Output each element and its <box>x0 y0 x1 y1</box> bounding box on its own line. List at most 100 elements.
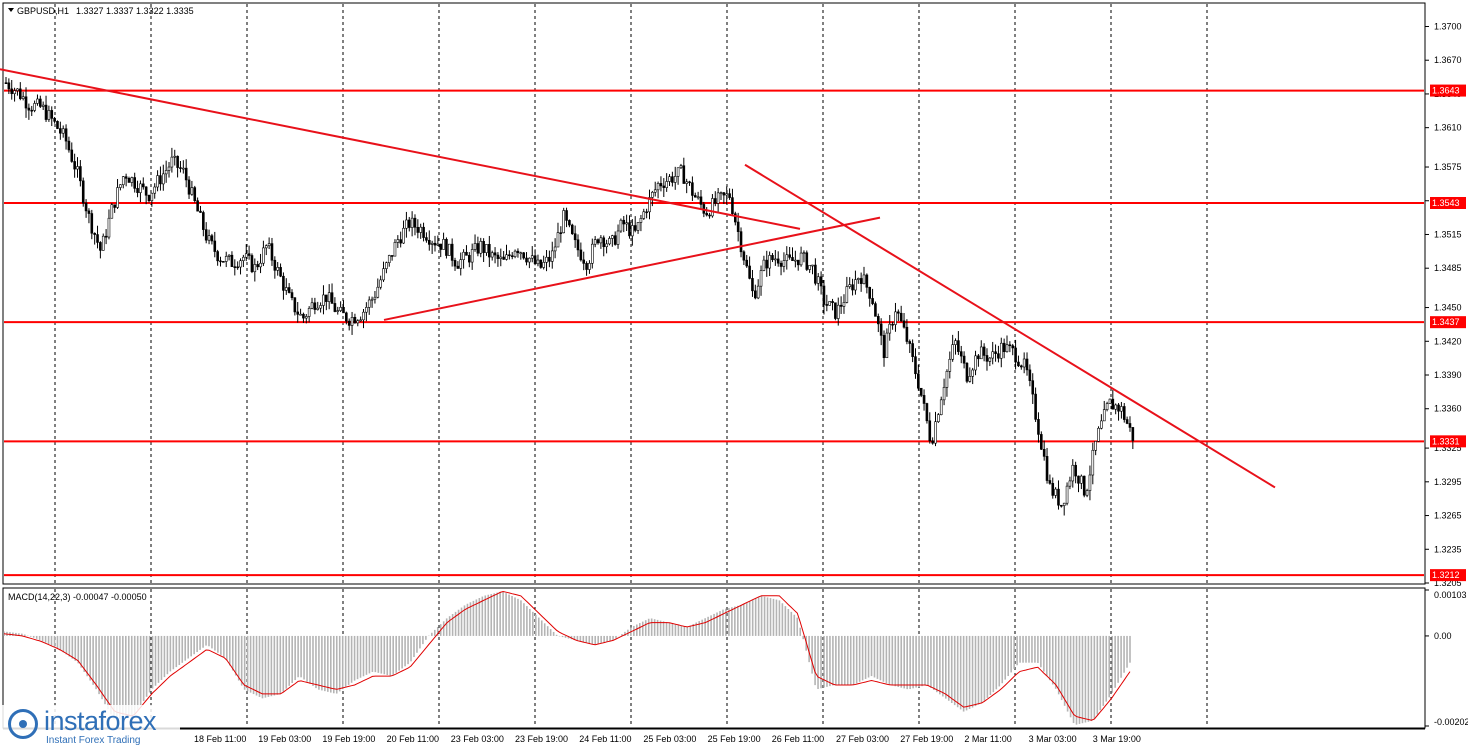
candle-body <box>399 239 402 244</box>
candle-body <box>771 255 774 261</box>
level-badge-label: 1.3543 <box>1432 198 1460 208</box>
price-axis[interactable]: 1.37001.36701.36401.36101.35751.35451.35… <box>1425 21 1466 588</box>
candle-body <box>528 257 531 263</box>
candle-body <box>1097 427 1100 442</box>
candle-body <box>831 301 834 304</box>
candle-body <box>396 239 400 243</box>
trend-line-1[interactable] <box>0 68 801 230</box>
candle-body <box>1091 449 1095 476</box>
candle-body <box>393 242 397 257</box>
candle-body <box>776 258 780 264</box>
candle-body <box>468 255 471 263</box>
candle-body <box>422 226 425 238</box>
candle-body <box>233 266 237 268</box>
candle-body <box>1094 441 1097 451</box>
main-price-panel[interactable]: GBPUSD,H1 1.3327 1.3337 1.3322 1.3335 <box>0 2 1426 585</box>
candle-body <box>407 219 411 228</box>
level-badge-1.3437 <box>1430 316 1466 329</box>
candle-body <box>556 232 560 248</box>
candle-body <box>1057 488 1060 506</box>
candle-body <box>93 232 96 235</box>
candle-body <box>110 204 114 219</box>
time-axis[interactable]: 18 Feb 11:00 19 Feb 03:00 19 Feb 19:00 20 F… <box>3 728 1425 744</box>
candle-body <box>811 264 814 267</box>
candle-body <box>705 213 709 216</box>
candle-body <box>745 259 749 267</box>
candle-body <box>27 107 31 111</box>
time-tick-label: 23 Feb 03:00 <box>451 734 504 744</box>
candle-body <box>182 167 185 170</box>
candle-body <box>322 294 325 306</box>
candle-body <box>119 184 122 188</box>
level-badge-1.3543 <box>1430 196 1466 209</box>
candle-body <box>121 176 125 186</box>
candle-body <box>104 235 108 238</box>
candle-body <box>70 149 74 162</box>
candle-body <box>356 320 360 324</box>
candle-body <box>693 195 697 198</box>
candle-body <box>270 243 274 261</box>
candle-body <box>588 262 591 270</box>
candle-body <box>628 222 631 237</box>
candle-body <box>979 346 983 360</box>
candle-body <box>559 232 563 234</box>
candle-body <box>754 290 757 299</box>
candle-body <box>897 311 900 314</box>
candle-body <box>433 242 437 246</box>
price-tick-label: 1.3265 <box>1434 511 1462 521</box>
candle-body <box>216 251 219 262</box>
candle-body <box>1014 347 1017 363</box>
candle-body <box>1077 475 1080 484</box>
candle-body <box>802 252 806 255</box>
candle-body <box>162 173 165 185</box>
candle-body <box>1068 480 1072 487</box>
candle-body <box>939 399 943 415</box>
trend-line-2[interactable] <box>383 216 881 321</box>
candle-body <box>427 239 431 245</box>
candle-body <box>570 224 574 235</box>
candle-body <box>1031 380 1035 395</box>
macd-tick-label: -0.00202 <box>1434 717 1468 727</box>
trend-lines[interactable] <box>0 68 1276 489</box>
candle-body <box>539 259 543 268</box>
level-badge-1.3331 <box>1430 435 1466 448</box>
time-tick-label: 20 Feb 11:00 <box>387 734 439 744</box>
candle-body <box>625 222 628 225</box>
candle-body <box>479 241 483 254</box>
candle-body <box>548 256 551 262</box>
candle-body <box>147 194 151 202</box>
candle-body <box>882 335 886 359</box>
candle-body <box>708 214 711 217</box>
candle-body <box>367 299 371 308</box>
candle-body <box>676 167 680 177</box>
candle-body <box>84 202 88 212</box>
candle-body <box>605 243 608 248</box>
candle-body <box>1108 398 1112 404</box>
candle-body <box>711 198 714 217</box>
time-tick-label: 3 Mar 03:00 <box>1029 734 1077 744</box>
candle-body <box>1122 406 1126 420</box>
candle-body <box>39 98 42 107</box>
candle-body <box>613 235 617 245</box>
macd-panel[interactable]: MACD(14,22,3) -0.00047 -0.00050 0.001030… <box>2 587 1468 729</box>
candle-body <box>170 156 174 168</box>
symbol-menu-triangle-icon[interactable] <box>8 8 14 12</box>
candle-body <box>253 264 257 273</box>
candle-body <box>785 254 789 261</box>
trend-line-3[interactable] <box>744 163 1276 489</box>
candle-body <box>222 261 225 263</box>
support-resistance-levels[interactable] <box>4 89 1424 577</box>
candle-body <box>342 306 345 314</box>
candle-body <box>1128 423 1132 428</box>
candle-body <box>519 252 523 255</box>
candle-body <box>164 170 168 175</box>
candle-body <box>796 259 800 266</box>
candle-body <box>244 253 248 258</box>
candle-body <box>725 193 729 196</box>
candle-body <box>67 140 71 151</box>
candle-body <box>284 287 288 291</box>
candle-body <box>199 210 202 213</box>
candle-body <box>310 302 314 309</box>
candle-body <box>937 414 940 422</box>
